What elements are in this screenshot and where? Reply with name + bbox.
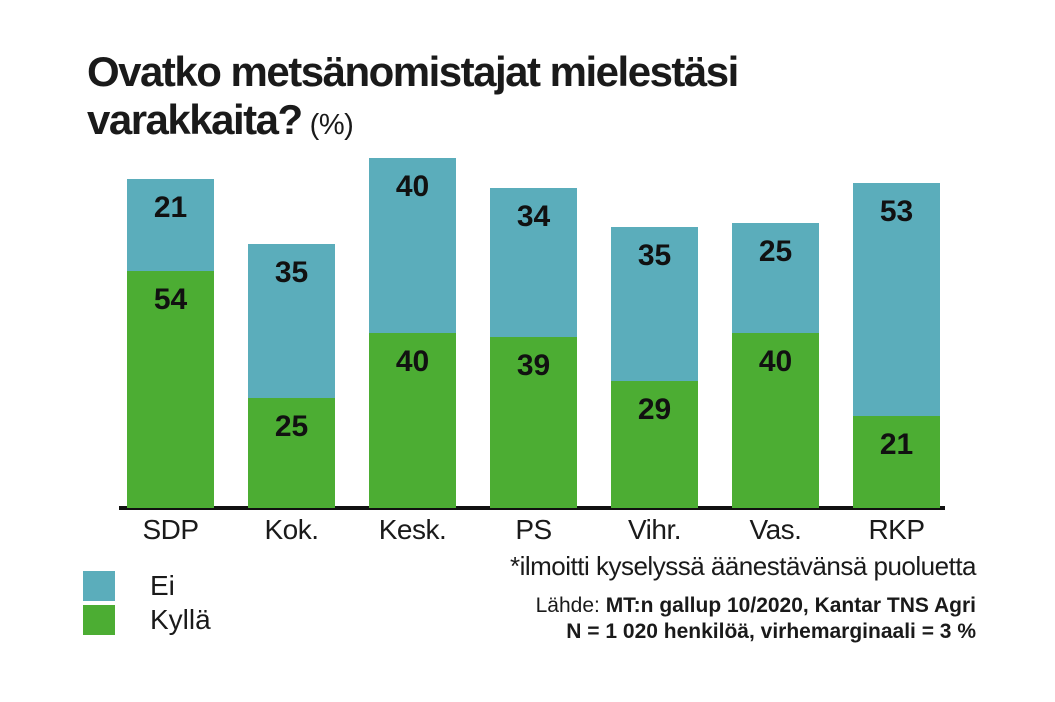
- legend-swatch-kylla: [83, 605, 115, 635]
- category-label-RKP: RKP: [868, 514, 925, 545]
- bar-segment-kylla-Kesk.: [369, 333, 456, 508]
- bar-value-ei-Kesk.: 40: [395, 170, 430, 203]
- x-axis-line: [119, 506, 945, 510]
- bar-value-kylla-SDP: 54: [153, 283, 188, 316]
- bar-segment-kylla-PS: [490, 337, 577, 508]
- category-label-Kok.: Kok.: [264, 514, 319, 545]
- bar-segment-kylla-Vihr.: [611, 381, 698, 508]
- category-label-SDP: SDP: [142, 514, 199, 545]
- legend-item-kylla: Kyllä: [83, 603, 211, 637]
- bar-segment-ei-Vas.: [732, 223, 819, 333]
- bar-segment-kylla-SDP: [127, 271, 214, 508]
- bar-value-kylla-RKP: 21: [879, 428, 914, 461]
- category-label-PS: PS: [515, 514, 552, 545]
- source-line: Lähde: MT:n gallup 10/2020, Kantar TNS A…: [510, 593, 976, 619]
- bar-segment-ei-PS: [490, 188, 577, 337]
- legend-swatch-ei: [83, 571, 115, 601]
- bar-value-kylla-Kesk.: 40: [395, 345, 430, 378]
- bar-value-kylla-Vas.: 40: [758, 345, 793, 378]
- bar-value-kylla-Vihr.: 29: [637, 393, 672, 426]
- bar-segment-ei-Kesk.: [369, 158, 456, 333]
- bar-segment-ei-RKP: [853, 183, 940, 416]
- bar-segment-kylla-Vas.: [732, 333, 819, 508]
- chart-title-line2: varakkaita? (%): [87, 96, 354, 143]
- source-name: MT:n gallup 10/2020, Kantar TNS Agri: [605, 594, 976, 617]
- footnote-block: *ilmoitti kyselyssä äänestävänsä puoluet…: [509, 551, 977, 645]
- bar-segment-ei-SDP: [127, 179, 214, 271]
- bar-value-ei-Vihr.: 35: [637, 239, 672, 272]
- bar-value-kylla-PS: 39: [516, 349, 551, 382]
- chart-title-line1: Ovatko metsänomistajat mielestäsi: [87, 48, 739, 95]
- category-label-Vas.: Vas.: [749, 514, 802, 545]
- source-prefix: Lähde:: [535, 594, 606, 617]
- bar-value-ei-SDP: 21: [153, 191, 188, 224]
- bar-segment-kylla-RKP: [853, 416, 940, 508]
- legend-label-kylla: Kyllä: [150, 604, 211, 635]
- bar-value-ei-RKP: 53: [879, 195, 914, 228]
- source-note: Lähde: MT:n gallup 10/2020, Kantar TNS A…: [510, 593, 976, 645]
- bar-segment-kylla-Kok.: [248, 398, 335, 508]
- category-label-Kesk.: Kesk.: [378, 514, 447, 545]
- legend-item-ei: Ei: [83, 569, 211, 603]
- sample-line: N = 1 020 henkilöä, virhemarginaali = 3 …: [566, 620, 976, 643]
- bar-value-kylla-Kok.: 25: [274, 410, 309, 443]
- category-label-Vihr.: Vihr.: [627, 514, 682, 545]
- bar-value-ei-Vas.: 25: [758, 235, 793, 268]
- bar-value-ei-PS: 34: [516, 200, 551, 233]
- legend-label-ei: Ei: [150, 570, 175, 601]
- bar-value-ei-Kok.: 35: [274, 256, 309, 289]
- unit-label: (%): [309, 109, 354, 141]
- chart-title: Ovatko metsänomistajat mielestäsi varakk…: [87, 48, 739, 149]
- bar-segment-ei-Vihr.: [611, 227, 698, 381]
- footnote-asterisk-note: *ilmoitti kyselyssä äänestävänsä puoluet…: [509, 551, 977, 581]
- legend: Ei Kyllä: [83, 569, 211, 637]
- bar-segment-ei-Kok.: [248, 244, 335, 398]
